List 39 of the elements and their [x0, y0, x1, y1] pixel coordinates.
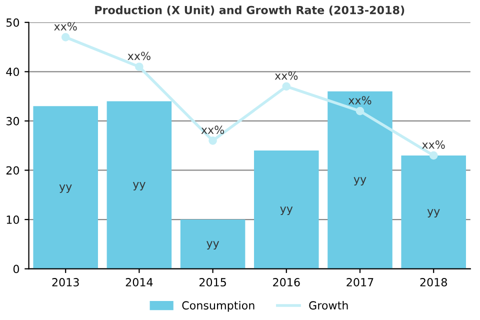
point [61, 33, 70, 42]
y-tick-label: 10 [6, 215, 20, 224]
chart-title: Production (X Unit) and Growth Rate (2013-2018) [95, 6, 404, 16]
bar [328, 91, 392, 269]
point [282, 82, 291, 91]
point [356, 106, 364, 116]
x-tick-label: 2014 [126, 278, 153, 286]
x-tick-label: 2018 [420, 278, 447, 286]
y-tick-label: 30 [6, 116, 20, 126]
x-tick-label: 2015 [199, 278, 226, 286]
bar [106, 101, 172, 269]
data-label: xx% [201, 126, 224, 134]
point [429, 151, 438, 160]
y-tick-label: 40 [6, 68, 20, 76]
bar [401, 155, 466, 269]
data-label: yy [206, 241, 220, 250]
legend-label: Growth [309, 300, 348, 310]
data-label: xx% [128, 52, 150, 60]
legend-label: Consumption [182, 300, 254, 312]
x-tick-label: 2017 [346, 278, 374, 286]
data-label: yy [132, 182, 146, 190]
bar [180, 220, 246, 269]
y-tick-label: 20 [6, 166, 20, 175]
bar [33, 106, 98, 269]
data-label: yy [354, 177, 366, 186]
y-tick-label: 0 [13, 264, 20, 274]
x-tick-label: 2016 [273, 278, 300, 286]
bar [254, 150, 319, 269]
data-label: yy [280, 206, 293, 216]
point [135, 62, 144, 71]
data-label: yy [427, 209, 440, 218]
y-tick-label: 50 [6, 18, 20, 27]
data-label: xx% [274, 71, 298, 80]
data-label: xx% [54, 22, 77, 31]
x-tick-label: 2013 [52, 278, 79, 286]
point [208, 136, 217, 145]
data-label: yy [59, 184, 72, 193]
data-label: xx% [422, 140, 445, 149]
data-label: xx% [348, 96, 372, 104]
